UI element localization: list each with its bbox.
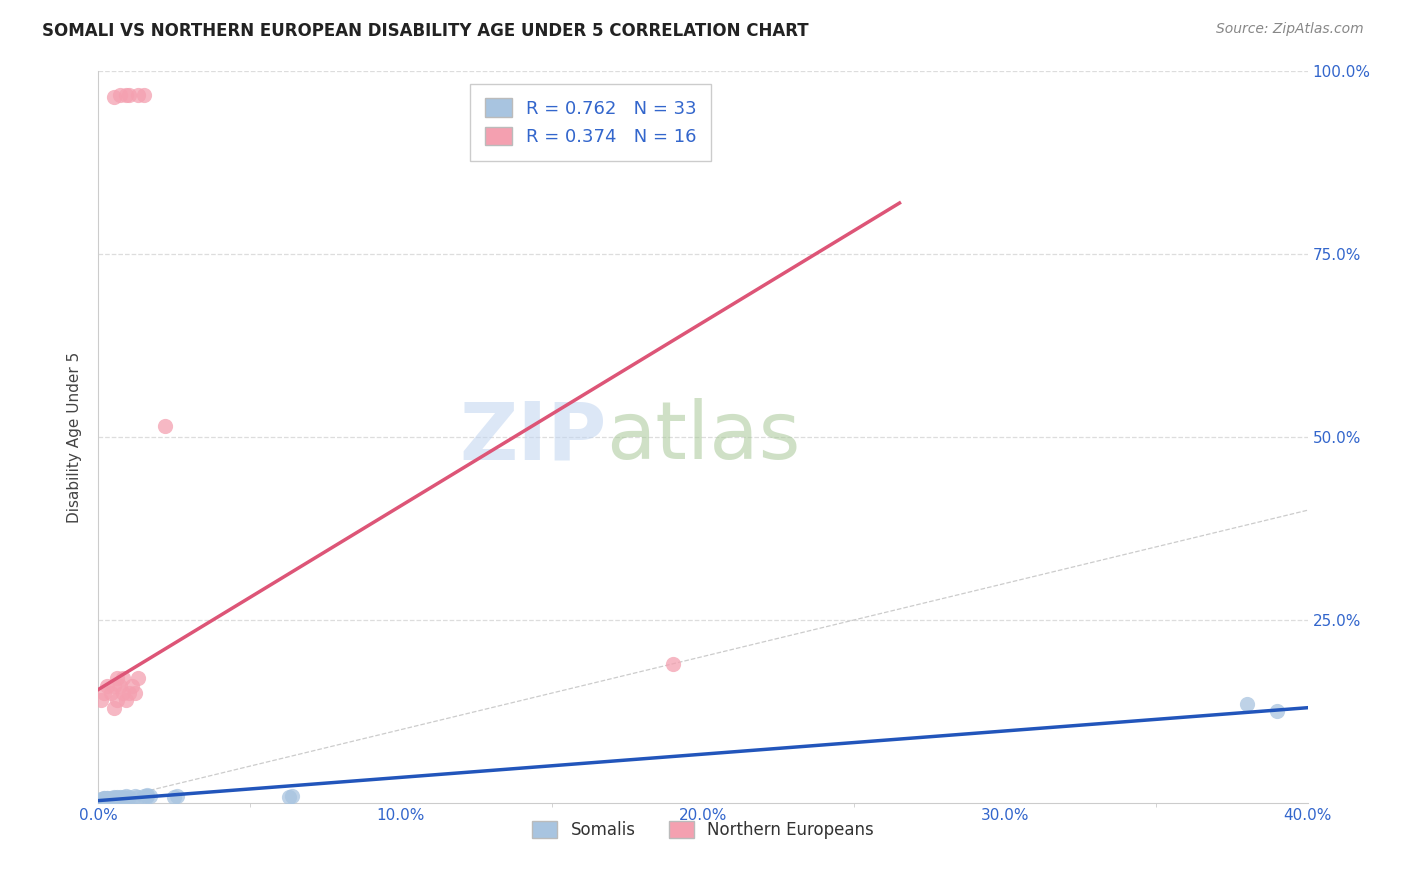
Point [103,790,125,805]
Point [124,686,146,700]
Point [90,792,112,806]
Point [111,789,134,804]
Point [166,789,188,804]
Point [127,672,149,686]
Point [108,790,131,805]
Point [111,686,134,700]
Point [108,87,131,102]
Point [108,679,131,693]
Point [1236,697,1258,711]
Point [114,87,136,102]
Point [135,789,157,803]
Point [111,672,134,686]
Point [100,792,122,806]
Point [111,790,134,805]
Text: Source: ZipAtlas.com: Source: ZipAtlas.com [1216,22,1364,37]
Point [96,790,118,805]
Point [105,791,128,805]
Point [132,789,155,804]
Point [281,789,304,804]
Point [105,693,128,707]
Point [96,792,118,806]
Point [277,789,299,804]
Point [114,790,136,805]
Point [105,790,128,805]
Point [105,789,128,804]
Legend: Somalis, Northern Europeans: Somalis, Northern Europeans [526,814,880,846]
Point [100,686,122,700]
Point [103,700,125,714]
Point [108,789,131,804]
Text: atlas: atlas [606,398,800,476]
Point [103,90,125,104]
Point [124,789,146,804]
Point [96,679,118,693]
Point [90,693,112,707]
Point [100,790,122,805]
Point [96,791,118,805]
Point [121,679,143,693]
Point [127,87,149,102]
Point [132,87,155,102]
Point [139,789,162,804]
Point [1267,705,1289,719]
Point [135,789,157,804]
Point [93,791,115,805]
Point [153,419,176,434]
Point [114,789,136,804]
Point [118,686,141,700]
Point [661,657,683,671]
Point [118,87,141,102]
Point [163,789,186,804]
Point [105,672,128,686]
Point [93,790,115,805]
Point [103,789,125,804]
Point [114,693,136,707]
Text: ZIP: ZIP [458,398,606,476]
Point [93,686,115,700]
Point [103,679,125,693]
Point [127,789,149,804]
Y-axis label: Disability Age Under 5: Disability Age Under 5 [67,351,83,523]
Text: SOMALI VS NORTHERN EUROPEAN DISABILITY AGE UNDER 5 CORRELATION CHART: SOMALI VS NORTHERN EUROPEAN DISABILITY A… [42,22,808,40]
Point [118,789,141,804]
Point [103,791,125,805]
